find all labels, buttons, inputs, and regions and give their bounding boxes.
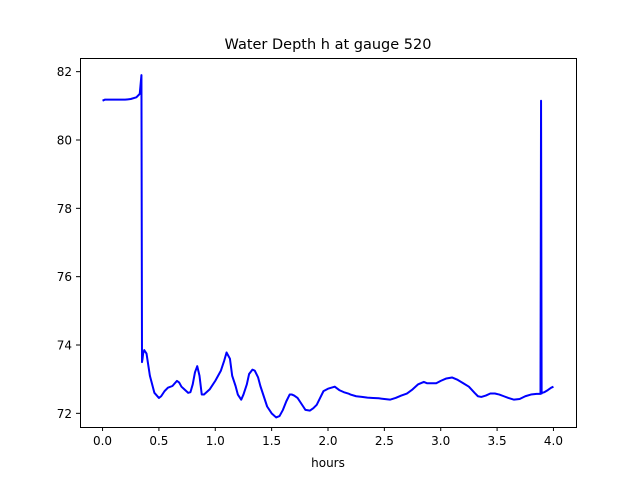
x-tick-label: 2.5 — [375, 434, 394, 448]
x-tick-label: 1.5 — [262, 434, 281, 448]
x-tick-label: 4.0 — [544, 434, 563, 448]
x-tick-label: 3.5 — [488, 434, 507, 448]
y-tick-label: 80 — [57, 134, 72, 148]
x-axis-label: hours — [311, 456, 345, 470]
y-tick-label: 82 — [57, 65, 72, 79]
water-depth-series-line — [102, 74, 554, 419]
y-tick-label: 78 — [57, 202, 72, 216]
x-tick-label: 3.0 — [431, 434, 450, 448]
x-tick-label: 0.5 — [149, 434, 168, 448]
chart-title: Water Depth h at gauge 520 — [225, 37, 432, 53]
plot-area — [102, 74, 554, 419]
y-tick-label: 72 — [57, 407, 72, 421]
x-tick-label: 2.0 — [318, 434, 337, 448]
y-tick-label: 76 — [57, 270, 72, 284]
y-tick-label: 74 — [57, 339, 72, 353]
x-tick-label: 0.0 — [93, 434, 112, 448]
y-axis: 72 74 76 78 80 82 — [57, 65, 80, 421]
x-axis: 0.0 0.5 1.0 1.5 2.0 2.5 3.0 3.5 4.0 — [93, 427, 563, 448]
x-tick-label: 1.0 — [206, 434, 225, 448]
